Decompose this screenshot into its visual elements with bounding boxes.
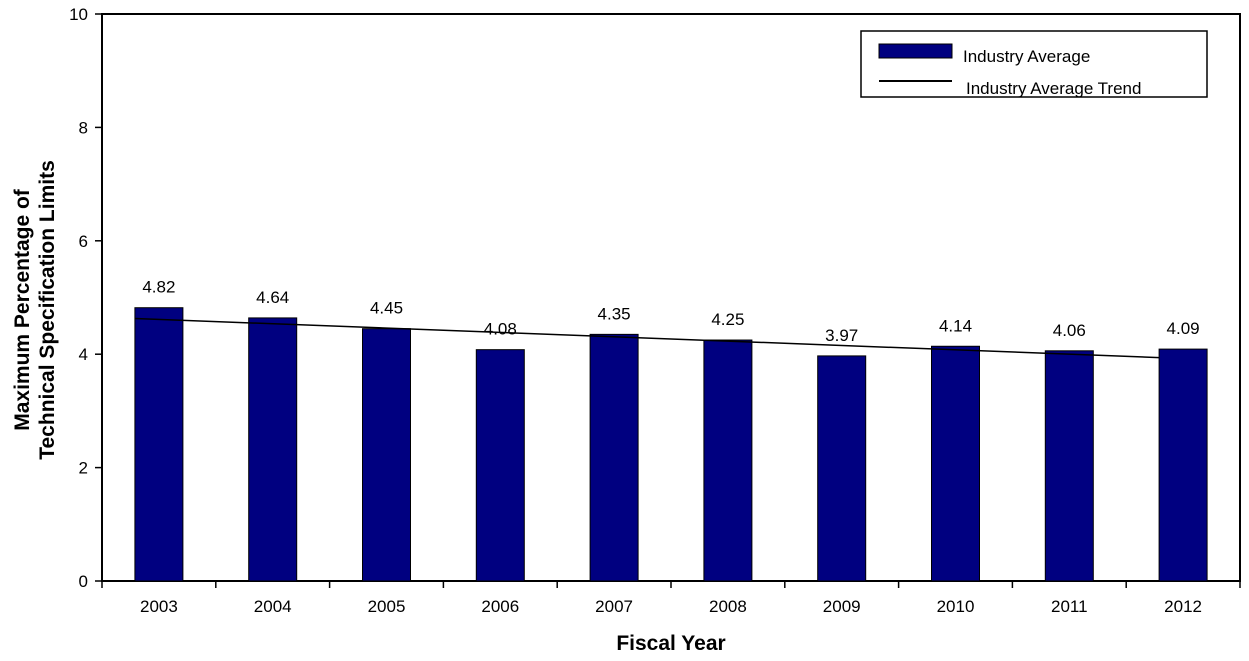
y-tick-label: 10 — [69, 5, 88, 24]
bar-value-label: 3.97 — [825, 326, 858, 345]
y-axis: 0 2 4 6 8 10 — [69, 5, 102, 591]
bar-value-label: 4.35 — [598, 304, 631, 323]
y-tick-label: 8 — [79, 118, 88, 137]
data-labels: 4.82 4.64 4.45 4.08 4.35 4.25 3.97 4.14 4.06 4.09 — [142, 278, 1199, 345]
legend-swatch-bar — [878, 43, 953, 59]
y-axis-title-line-1: Maximum Percentage of — [11, 188, 34, 431]
y-axis-title: Maximum Percentage of Technical Specific… — [11, 160, 59, 460]
bar-value-label: 4.45 — [370, 299, 403, 318]
x-tick-label: 2009 — [823, 597, 861, 616]
bar-value-label: 4.64 — [256, 288, 289, 307]
bar-value-label: 4.14 — [939, 316, 972, 335]
bar-value-label: 4.82 — [142, 278, 175, 297]
y-tick-label: 2 — [79, 459, 88, 478]
legend-label-industry-average: Industry Average — [963, 47, 1090, 66]
bar — [931, 345, 980, 582]
x-tick-label: 2011 — [1051, 597, 1088, 616]
x-tick-label: 2006 — [481, 597, 519, 616]
bar — [703, 339, 753, 582]
trend-series — [134, 317, 1160, 359]
x-tick-label: 2007 — [595, 597, 633, 616]
x-axis: 2003 2004 2005 2006 2007 2008 2009 2010 2011 2012 — [101, 581, 1241, 616]
bar — [362, 328, 411, 582]
x-tick-label: 2008 — [709, 597, 747, 616]
y-tick-label: 0 — [79, 572, 88, 591]
bar — [134, 307, 184, 582]
legend-box — [860, 30, 1208, 98]
y-tick-label: 4 — [79, 345, 88, 364]
x-tick-label: 2004 — [254, 597, 292, 616]
legend: Industry Average Industry Average Trend — [860, 30, 1208, 98]
x-tick-label: 2010 — [937, 597, 975, 616]
legend-label-industry-average-trend: Industry Average Trend — [966, 79, 1141, 98]
bar — [817, 355, 867, 582]
bar — [475, 349, 525, 582]
y-axis-title-line-2: Technical Specification Limits — [36, 160, 59, 460]
bar-value-label: 4.09 — [1167, 319, 1200, 338]
x-tick-label: 2012 — [1164, 597, 1202, 616]
y-tick-label: 6 — [79, 232, 88, 251]
bar — [589, 333, 639, 582]
x-tick-label: 2005 — [368, 597, 406, 616]
bar-series — [134, 307, 1208, 582]
bar-value-label: 4.25 — [711, 310, 744, 329]
bar — [1044, 350, 1094, 582]
bar — [248, 317, 298, 582]
bar — [1158, 348, 1208, 582]
bar-value-label: 4.08 — [484, 320, 517, 339]
x-axis-title: Fiscal Year — [616, 632, 725, 655]
x-tick-label: 2003 — [140, 597, 178, 616]
bar-value-label: 4.06 — [1053, 321, 1086, 340]
trend-line — [134, 317, 1160, 359]
